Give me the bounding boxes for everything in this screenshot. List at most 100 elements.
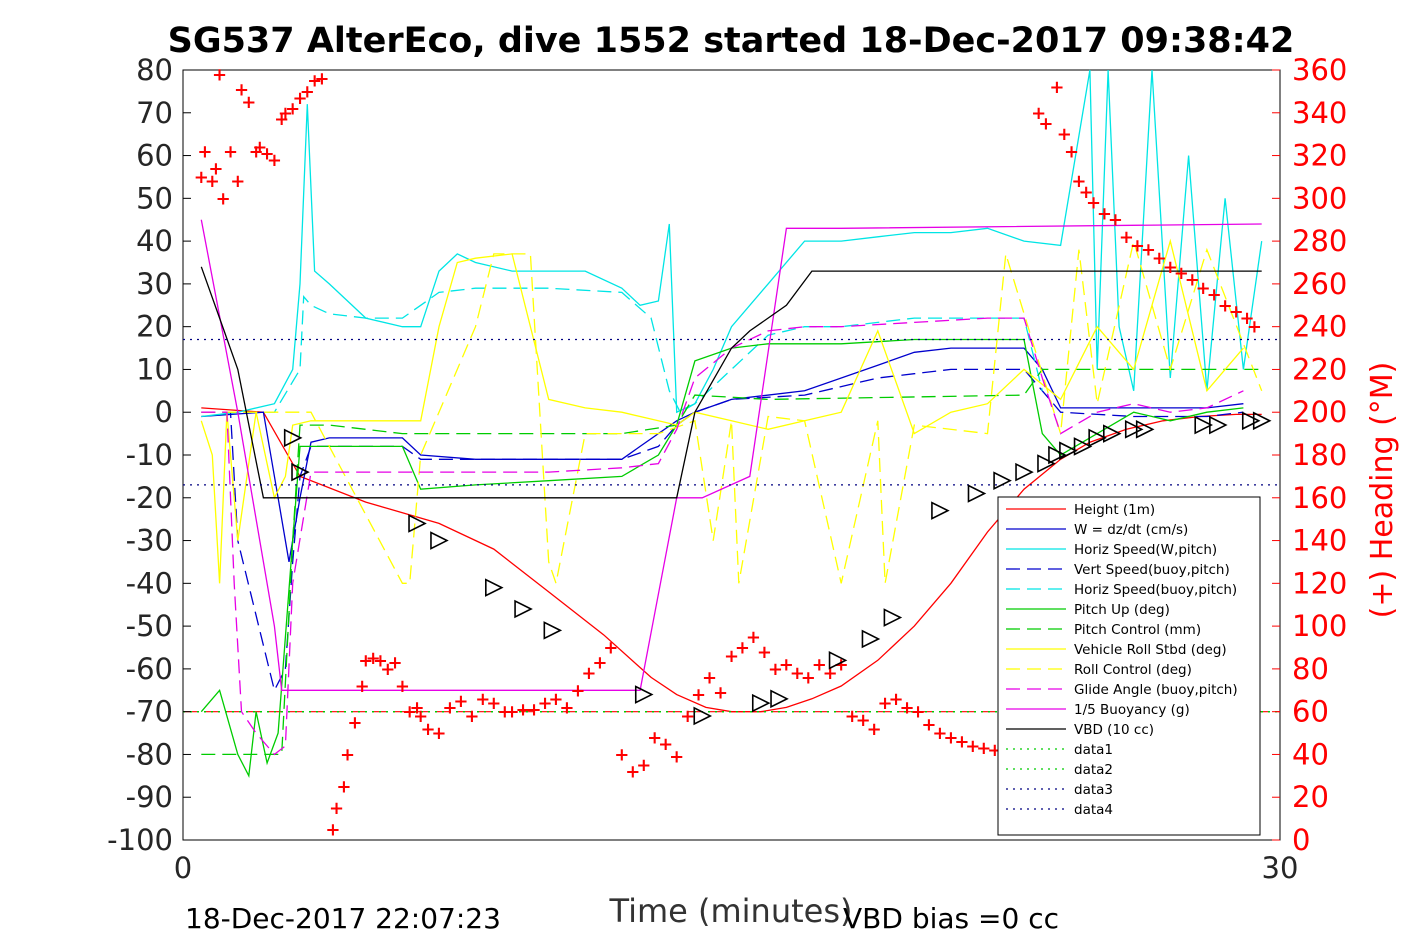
heading-point: + xyxy=(431,723,446,744)
direction-marker xyxy=(283,428,303,448)
direction-marker xyxy=(883,608,903,627)
heading-point: + xyxy=(216,188,231,209)
heading-point: + xyxy=(526,700,541,721)
direction-marker xyxy=(1209,415,1228,435)
left-axis: 80 70 60 50 40 30 20 10 0 -10 -20 -30 -40 -50 -60 -70 -8… xyxy=(107,53,191,857)
left-tick-label: -70 xyxy=(126,695,173,729)
heading-point: + xyxy=(757,642,772,663)
heading-point: + xyxy=(234,79,249,100)
right-tick-label: 0 xyxy=(1292,823,1310,857)
heading-point: + xyxy=(1108,210,1123,231)
right-tick-label: 340 xyxy=(1292,96,1347,130)
heading-point: + xyxy=(278,103,293,124)
left-tick-label: 30 xyxy=(136,267,173,301)
direction-marker xyxy=(543,621,563,640)
heading-point: + xyxy=(336,777,351,798)
heading-point: + xyxy=(355,676,370,697)
heading-point: + xyxy=(878,693,893,714)
direction-marker xyxy=(1088,428,1107,448)
heading-point: + xyxy=(1163,257,1178,278)
heading-point: + xyxy=(1196,278,1211,299)
direction-marker xyxy=(1015,462,1034,482)
chart-title: SG537 AlterEco, dive 1552 started 18-Dec… xyxy=(168,21,1295,61)
direction-marker xyxy=(1048,445,1067,465)
heading-point: + xyxy=(366,648,381,669)
heading-point: + xyxy=(867,719,882,740)
heading-point: + xyxy=(614,744,629,765)
heading-point: + xyxy=(347,712,362,733)
heading-point: + xyxy=(1174,263,1189,284)
right-tick-label: 320 xyxy=(1292,139,1347,173)
right-tick-label: 360 xyxy=(1292,53,1347,87)
heading-point: + xyxy=(388,652,403,673)
right-axis-label: (+) Heading (°M) xyxy=(1365,362,1400,619)
heading-point: + xyxy=(1071,171,1086,192)
heading-point: + xyxy=(373,650,388,671)
direction-marker xyxy=(408,514,427,533)
heading-point: + xyxy=(274,109,289,130)
direction-marker xyxy=(514,599,533,619)
heading-point: + xyxy=(420,719,435,740)
x-axis-label: Time (minutes) xyxy=(609,892,853,930)
right-tick-label: 160 xyxy=(1292,481,1347,515)
direction-marker xyxy=(993,471,1012,490)
heading-point: + xyxy=(1247,317,1262,338)
heading-point: + xyxy=(230,171,245,192)
legend-label: VBD (10 cc) xyxy=(1074,722,1154,738)
direction-markers xyxy=(283,411,1272,726)
right-tick-label: 260 xyxy=(1292,267,1347,301)
left-tick-label: -50 xyxy=(126,609,173,643)
heading-point: + xyxy=(735,638,750,659)
heading-point: + xyxy=(249,141,264,162)
heading-point: + xyxy=(1130,235,1145,256)
right-tick-label: 80 xyxy=(1292,652,1329,686)
left-tick-label: -30 xyxy=(126,524,173,558)
right-tick-label: 120 xyxy=(1292,566,1347,600)
heading-point: + xyxy=(1064,141,1079,162)
heading-point: + xyxy=(358,650,373,671)
heading-point: + xyxy=(548,689,563,710)
series-line-7 xyxy=(200,238,1244,584)
heading-point: + xyxy=(1049,77,1064,98)
direction-marker xyxy=(751,693,771,713)
heading-point: + xyxy=(559,697,574,718)
direction-marker xyxy=(1252,411,1272,431)
direction-marker xyxy=(1059,441,1078,461)
heading-point: + xyxy=(603,638,618,659)
heading-point: + xyxy=(475,689,490,710)
heading-point: + xyxy=(845,706,860,727)
heading-point: + xyxy=(267,150,282,171)
heading-point: + xyxy=(223,141,238,162)
series-line-0 xyxy=(201,407,1262,713)
heading-point: + xyxy=(1152,248,1167,269)
x-tick-label: 0 xyxy=(174,851,192,885)
footer-timestamp: 18-Dec-2017 22:07:23 xyxy=(185,902,501,935)
direction-marker xyxy=(1102,424,1122,443)
heading-point: + xyxy=(241,92,256,113)
heading-point: + xyxy=(856,710,871,731)
legend-label: Roll Control (deg) xyxy=(1074,662,1192,678)
direction-marker xyxy=(291,462,310,482)
heading-point: + xyxy=(300,81,315,102)
series-line-4 xyxy=(201,287,1043,414)
heading-point: + xyxy=(252,137,267,158)
heading-point: + xyxy=(1207,285,1222,306)
direction-marker xyxy=(770,689,789,709)
heading-point: + xyxy=(395,676,410,697)
heading-point: + xyxy=(516,700,531,721)
footer-vbd-bias: VBD bias =0 cc xyxy=(843,902,1059,935)
x-axis: 0 30 xyxy=(174,832,1298,885)
heading-point: + xyxy=(325,819,340,840)
left-tick-label: -20 xyxy=(126,481,173,515)
heading-point: + xyxy=(505,702,520,723)
heading-point: + xyxy=(954,732,969,753)
heading-point: + xyxy=(910,702,925,723)
heading-point: + xyxy=(636,755,651,776)
heading-point: + xyxy=(592,652,607,673)
heading-point: + xyxy=(713,682,728,703)
direction-marker xyxy=(828,651,848,670)
left-tick-label: 50 xyxy=(136,181,173,215)
heading-point: + xyxy=(340,744,355,765)
left-tick-label: 60 xyxy=(136,139,173,173)
legend-label: data4 xyxy=(1074,802,1113,818)
